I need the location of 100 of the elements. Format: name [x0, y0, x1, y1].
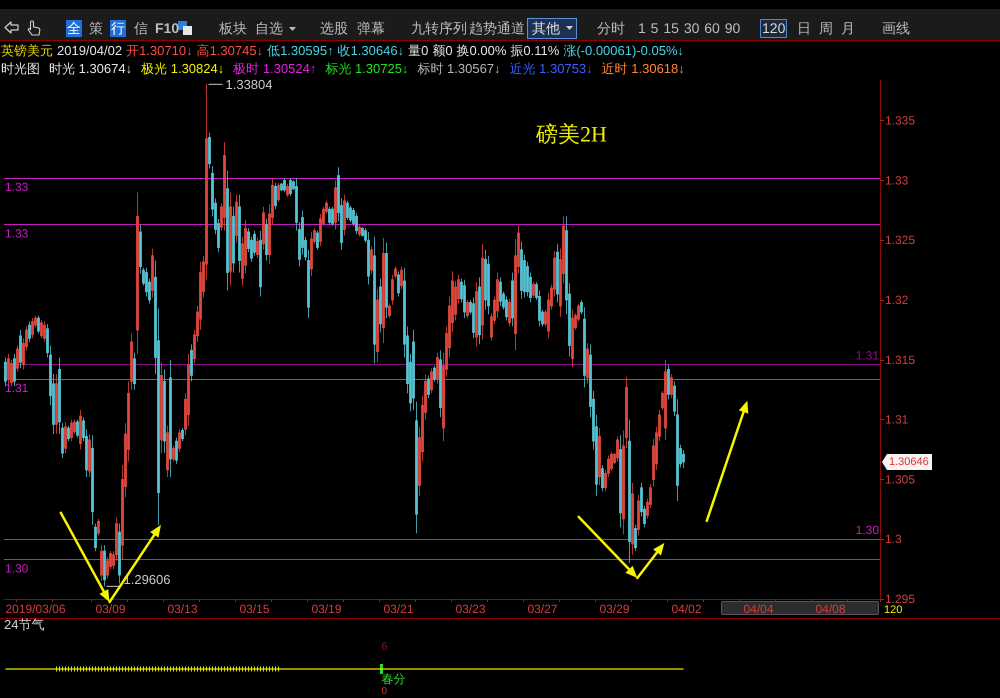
text: 月 — [841, 20, 855, 37]
candlestick — [334, 180, 337, 230]
candlestick — [160, 362, 163, 454]
candlestick — [136, 192, 139, 354]
candlestick — [331, 206, 334, 226]
text: 120 — [761, 20, 786, 37]
text: 2019/04/02 — [57, 43, 122, 58]
candlestick — [472, 297, 475, 339]
candlestick — [400, 266, 403, 290]
x-tick-label: 04/04 — [743, 602, 774, 616]
text: 24节气 — [4, 617, 44, 632]
text: 时光 1.30674↓ — [49, 61, 132, 76]
text: 收1.30646↓ — [338, 43, 404, 58]
candlestick — [346, 200, 349, 220]
text: 近光 1.30753↓ — [510, 61, 593, 76]
text: 弹幕 — [357, 20, 385, 37]
candlestick — [433, 365, 436, 382]
text: 磅美2H — [535, 122, 607, 146]
text: 1.30646 — [889, 456, 929, 468]
x-tick-label: 03/09 — [95, 602, 126, 616]
candlestick — [151, 248, 154, 298]
candlestick — [628, 419, 631, 564]
text: 自选 — [255, 20, 283, 37]
candlestick — [289, 178, 292, 196]
candlestick — [475, 282, 478, 348]
y-tick-label: 1.315 — [885, 352, 916, 367]
annotation: 1.33804 — [226, 76, 272, 92]
candlestick — [223, 142, 226, 232]
candlestick — [97, 518, 100, 536]
candlestick — [439, 350, 442, 418]
candlestick — [388, 303, 391, 318]
x-tick-label: 04/02 — [671, 602, 702, 616]
ref-line-label: 1.31 — [856, 348, 880, 363]
candlestick — [40, 320, 43, 339]
candlestick — [232, 206, 235, 273]
candlestick — [511, 272, 514, 327]
x-tick-label: 03/15 — [239, 602, 270, 616]
text: 量0 — [408, 43, 428, 58]
candlestick — [379, 278, 382, 333]
text: 周 — [819, 20, 833, 37]
candlestick — [367, 231, 370, 285]
candlestick — [67, 425, 70, 442]
y-tick-label: 1.325 — [885, 233, 916, 248]
x-tick-label: 03/13 — [167, 602, 198, 616]
candlestick — [286, 184, 289, 198]
candlestick — [463, 279, 466, 318]
text: 120 — [884, 604, 902, 616]
candlestick — [256, 237, 259, 259]
text: 0 — [382, 686, 388, 697]
text: 九转序列 — [411, 20, 467, 37]
text: 额0 — [432, 43, 453, 58]
candlestick — [208, 132, 211, 169]
x-tick-label: 03/29 — [599, 602, 630, 616]
text: 标光 1.30725↓ — [325, 61, 408, 76]
text: 极光 1.30824↓ — [141, 61, 224, 76]
text: 换0.00% — [456, 43, 506, 58]
ref-line-label: 1.30 — [856, 523, 880, 538]
ref-line-label: 1.33 — [5, 180, 29, 194]
candlestick — [667, 364, 670, 400]
text: 分时 — [597, 20, 625, 37]
candlestick — [484, 249, 487, 310]
candlestick — [670, 374, 673, 398]
candlestick — [532, 282, 535, 298]
candlestick — [103, 544, 106, 587]
text: 时光图 — [1, 61, 40, 76]
candlestick — [571, 309, 574, 368]
candlestick — [226, 170, 229, 291]
text: 英镑美元 — [1, 43, 53, 58]
candlestick — [370, 246, 373, 274]
candlestick — [586, 342, 589, 384]
candlestick — [76, 419, 79, 438]
text: 板块 — [219, 20, 247, 37]
text: 涨(-0.00061)-0.05%↓ — [563, 43, 684, 58]
candlestick — [16, 345, 19, 372]
x-tick-label: 04/08 — [815, 602, 846, 616]
candlestick — [235, 194, 238, 244]
candlestick — [466, 300, 469, 318]
candlestick — [94, 523, 97, 552]
text: 1 5 15 30 60 90 — [638, 20, 740, 37]
candlestick — [118, 523, 121, 584]
candlestick — [7, 353, 10, 384]
ref-line-label: 1.33 — [5, 226, 29, 241]
candlestick — [166, 425, 169, 478]
candlestick — [373, 236, 376, 364]
candlestick — [55, 374, 58, 434]
candlestick — [64, 422, 67, 454]
candlestick — [172, 446, 175, 462]
candlestick — [436, 352, 439, 384]
text: 低1.30595↑ — [267, 43, 334, 58]
y-tick-label: 1.32 — [885, 293, 909, 308]
candlestick — [520, 241, 523, 300]
candlestick — [79, 410, 82, 450]
candlestick — [28, 321, 31, 342]
dropdown: 其他 — [527, 18, 577, 39]
candlestick — [397, 270, 400, 297]
y-tick-label: 1.3 — [885, 532, 902, 546]
candlestick — [283, 178, 286, 193]
text: 开1.30710↓ — [126, 43, 193, 58]
candlestick — [181, 428, 184, 442]
candlestick — [556, 243, 559, 303]
